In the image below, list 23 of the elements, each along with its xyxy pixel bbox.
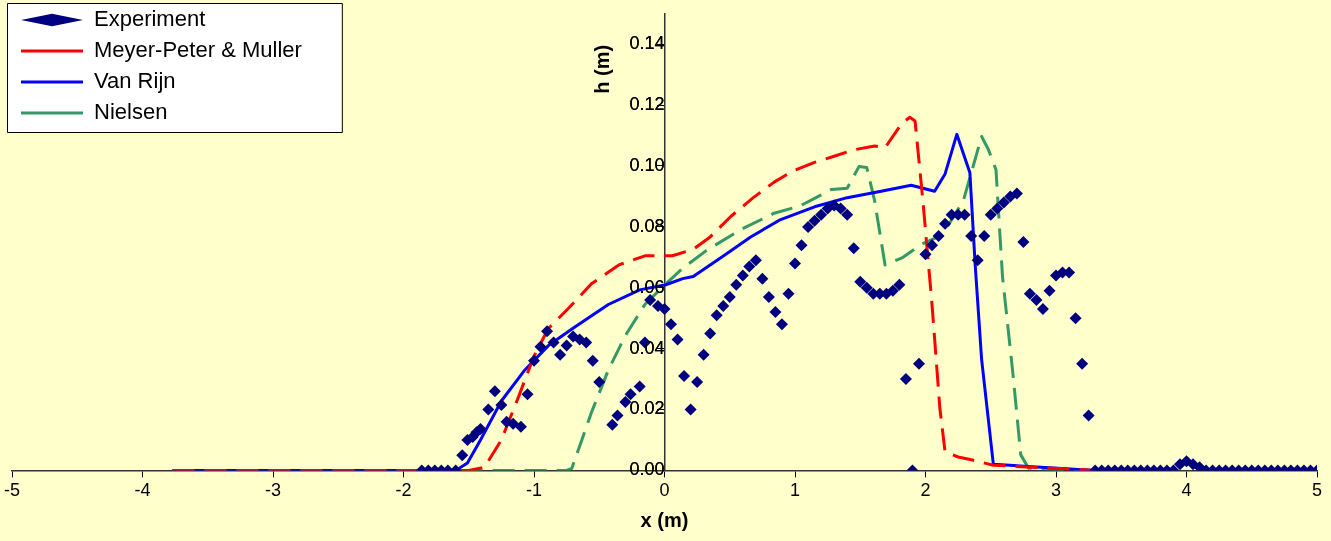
x-tick-label: -4 [134, 480, 151, 501]
x-tick-label: 0 [659, 480, 670, 501]
x-tick-label: 4 [1181, 480, 1192, 501]
y-tick-label: 0.08 [629, 215, 665, 236]
legend-label: Van Rijn [94, 68, 176, 94]
x-tick-label: 1 [789, 480, 801, 501]
x-tick-label: -2 [395, 480, 412, 501]
x-tick-label: -1 [525, 480, 543, 501]
x-axis-title: x (m) [640, 508, 689, 531]
x-tick-label: -3 [264, 480, 282, 501]
y-tick-label: 0.10 [629, 154, 665, 175]
y-axis-title: h (m) [590, 44, 613, 94]
x-tick-label: 2 [920, 480, 931, 501]
x-tick-label: 5 [1311, 480, 1323, 501]
x-tick-label: 3 [1050, 480, 1062, 501]
y-tick-label: 0.14 [629, 33, 665, 54]
legend-label: Experiment [94, 6, 206, 32]
legend-label: Meyer-Peter & Muller [94, 37, 302, 63]
legend-label: Nielsen [94, 99, 168, 125]
y-tick-label: 0.04 [629, 337, 665, 358]
y-tick-label: 0.12 [629, 94, 665, 115]
y-tick-label: 0.02 [629, 398, 665, 419]
x-tick-label: -5 [3, 480, 21, 501]
